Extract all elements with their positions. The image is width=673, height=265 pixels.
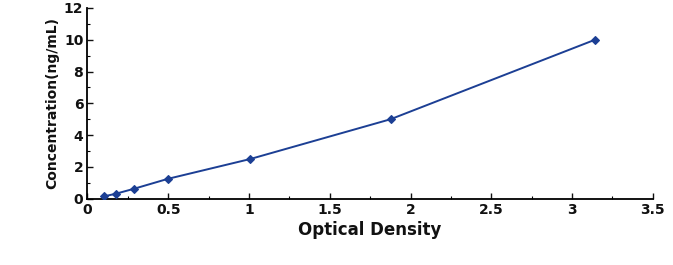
Y-axis label: Concentration(ng/mL): Concentration(ng/mL) bbox=[46, 17, 60, 189]
X-axis label: Optical Density: Optical Density bbox=[298, 221, 442, 239]
